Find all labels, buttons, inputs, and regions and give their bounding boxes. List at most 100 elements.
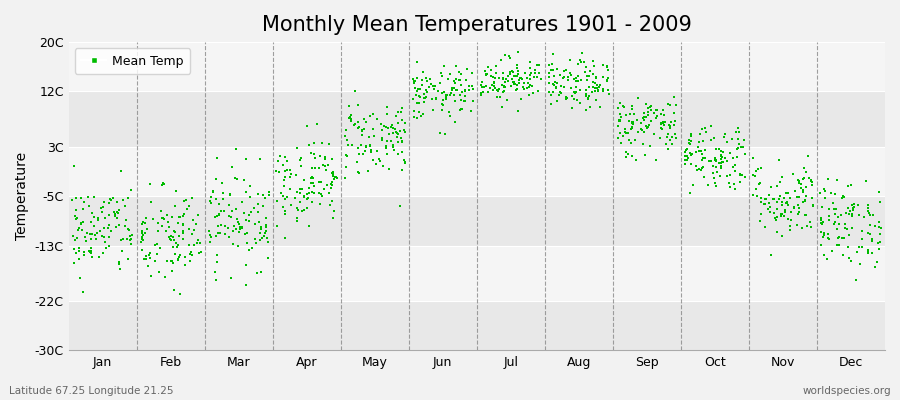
Mean Temp: [729, 129, 743, 135]
Mean Temp: [610, 123, 625, 130]
Mean Temp: [522, 71, 536, 78]
Mean Temp: [276, 183, 291, 189]
Mean Temp: [613, 130, 627, 136]
Mean Temp: [429, 95, 444, 101]
Mean Temp: [269, 168, 284, 174]
Mean Temp: [382, 125, 396, 132]
Mean Temp: [202, 228, 216, 234]
Mean Temp: [158, 228, 173, 234]
Mean Temp: [571, 61, 585, 68]
Mean Temp: [523, 75, 537, 82]
Mean Temp: [581, 96, 596, 102]
Mean Temp: [749, 186, 763, 192]
Mean Temp: [692, 148, 706, 154]
Mean Temp: [284, 202, 299, 208]
Mean Temp: [254, 226, 268, 232]
Mean Temp: [580, 106, 594, 113]
Mean Temp: [698, 147, 713, 153]
Mean Temp: [192, 237, 206, 243]
Mean Temp: [752, 181, 766, 188]
Mean Temp: [772, 157, 787, 164]
Mean Temp: [806, 182, 820, 188]
Mean Temp: [344, 112, 358, 118]
Mean Temp: [407, 114, 421, 120]
Mean Temp: [159, 211, 174, 218]
Mean Temp: [223, 191, 238, 198]
Mean Temp: [656, 107, 670, 114]
Text: worldspecies.org: worldspecies.org: [803, 386, 891, 396]
Mean Temp: [599, 78, 614, 85]
Mean Temp: [170, 256, 184, 262]
Mean Temp: [166, 260, 180, 266]
Mean Temp: [625, 152, 639, 159]
Mean Temp: [637, 109, 652, 116]
Mean Temp: [351, 145, 365, 151]
Mean Temp: [225, 164, 239, 171]
Mean Temp: [439, 92, 454, 98]
Mean Temp: [341, 142, 356, 148]
Mean Temp: [356, 116, 371, 122]
Mean Temp: [842, 232, 856, 238]
Mean Temp: [781, 190, 796, 196]
Mean Temp: [76, 289, 90, 296]
Mean Temp: [396, 157, 410, 163]
Mean Temp: [445, 85, 459, 91]
Mean Temp: [600, 75, 615, 81]
Mean Temp: [841, 244, 855, 251]
Mean Temp: [168, 251, 183, 258]
Mean Temp: [836, 235, 850, 242]
Mean Temp: [154, 208, 168, 214]
Mean Temp: [696, 157, 710, 163]
Mean Temp: [454, 96, 468, 103]
Mean Temp: [72, 247, 86, 254]
Mean Temp: [176, 198, 191, 204]
Mean Temp: [324, 185, 338, 192]
Mean Temp: [305, 180, 320, 186]
Mean Temp: [454, 71, 468, 78]
Mean Temp: [203, 194, 218, 200]
Mean Temp: [103, 222, 117, 228]
Mean Temp: [629, 117, 643, 124]
Mean Temp: [495, 70, 509, 76]
Mean Temp: [157, 216, 171, 222]
Mean Temp: [300, 122, 314, 129]
Mean Temp: [112, 222, 126, 228]
Mean Temp: [712, 146, 726, 152]
Mean Temp: [192, 249, 206, 256]
Mean Temp: [714, 152, 728, 158]
Mean Temp: [838, 220, 852, 227]
Mean Temp: [407, 77, 421, 84]
Mean Temp: [626, 119, 640, 126]
Mean Temp: [814, 215, 829, 222]
Mean Temp: [391, 134, 405, 140]
Mean Temp: [259, 222, 274, 229]
Mean Temp: [380, 138, 394, 144]
Mean Temp: [73, 274, 87, 281]
Mean Temp: [783, 195, 797, 201]
Mean Temp: [256, 192, 271, 198]
Mean Temp: [732, 129, 746, 135]
Mean Temp: [410, 88, 424, 94]
Mean Temp: [86, 223, 101, 229]
Mean Temp: [165, 258, 179, 264]
Mean Temp: [445, 85, 459, 92]
Mean Temp: [478, 68, 492, 74]
Mean Temp: [579, 92, 593, 99]
Mean Temp: [393, 128, 408, 134]
Mean Temp: [446, 78, 461, 85]
Mean Temp: [799, 212, 814, 219]
Mean Temp: [625, 106, 639, 112]
Mean Temp: [423, 76, 437, 82]
Mean Temp: [659, 141, 673, 147]
Mean Temp: [148, 242, 163, 248]
Mean Temp: [631, 128, 645, 135]
Mean Temp: [370, 116, 384, 122]
Mean Temp: [290, 189, 304, 195]
Mean Temp: [591, 84, 606, 90]
Mean Temp: [578, 69, 592, 75]
Mean Temp: [580, 95, 595, 101]
Mean Temp: [761, 205, 776, 212]
Mean Temp: [325, 156, 339, 162]
Mean Temp: [374, 137, 389, 143]
Mean Temp: [384, 138, 399, 144]
